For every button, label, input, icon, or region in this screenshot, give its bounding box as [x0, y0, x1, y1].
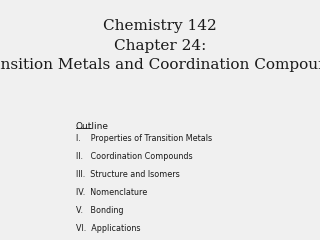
Text: II.   Coordination Compounds: II. Coordination Compounds — [76, 152, 192, 162]
Text: IV.  Nomenclature: IV. Nomenclature — [76, 188, 147, 197]
Text: Outline: Outline — [76, 122, 108, 132]
Text: I.    Properties of Transition Metals: I. Properties of Transition Metals — [76, 134, 212, 144]
Text: III.  Structure and Isomers: III. Structure and Isomers — [76, 170, 179, 179]
Text: Chemistry 142
Chapter 24:
Transition Metals and Coordination Compounds: Chemistry 142 Chapter 24: Transition Met… — [0, 19, 320, 72]
Text: VI.  Applications: VI. Applications — [76, 224, 140, 233]
Text: V.   Bonding: V. Bonding — [76, 206, 123, 216]
